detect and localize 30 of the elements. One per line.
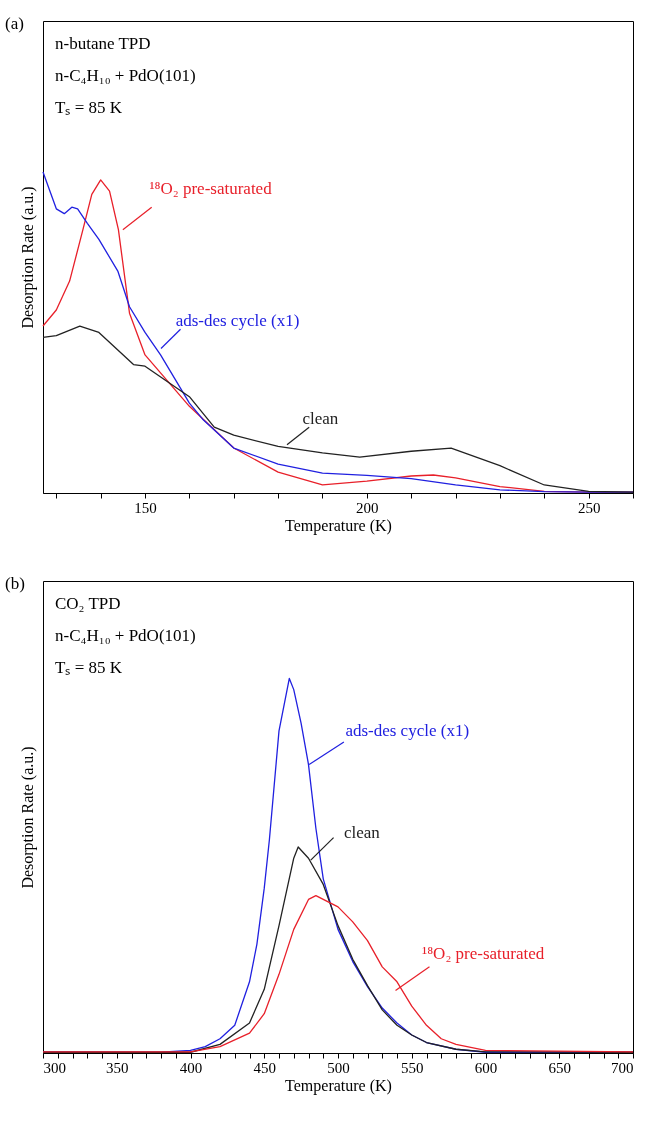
series-label: clean: [302, 408, 339, 428]
x-tick-label: 650: [548, 1059, 571, 1076]
text: clean: [343, 822, 381, 842]
x-tick-label: 550: [401, 1059, 424, 1076]
x-tick-label: 200: [356, 499, 379, 516]
series-label: ¹⁸O₂ pre-saturated: [422, 944, 545, 964]
text: CO₂ TPD: [55, 594, 121, 613]
x-tick-label: 350: [106, 1059, 129, 1076]
y-axis-title: Desorption Rate (a.u.): [18, 186, 37, 329]
x-tick-label: 700: [611, 1059, 634, 1076]
text: ¹⁸O₂ pre-saturated: [149, 179, 273, 199]
x-tick-label: 500: [327, 1059, 350, 1076]
x-tick-label: 150: [134, 499, 157, 516]
text: ads-des cycle (x1): [345, 721, 470, 741]
text: n-butane TPD: [55, 34, 151, 53]
text: (b): [5, 574, 25, 593]
series-label: ads-des cycle (x1): [175, 311, 300, 331]
text: n-C₄H₁₀ + PdO(101): [55, 626, 196, 645]
x-tick-label: 250: [577, 499, 601, 516]
text: (a): [5, 14, 24, 33]
text: Tₛ = 85 K: [55, 98, 123, 117]
x-axis-title: Temperature (K): [285, 516, 392, 535]
text: n-C₄H₁₀ + PdO(101): [55, 66, 196, 85]
text: Tₛ = 85 K: [55, 658, 123, 677]
y-axis-title: Desorption Rate (a.u.): [18, 746, 37, 889]
x-tick-label: 300: [43, 1059, 66, 1076]
x-tick-label: 450: [253, 1059, 276, 1076]
x-tick-label: 400: [179, 1059, 203, 1076]
x-axis-title: Temperature (K): [285, 1076, 392, 1095]
x-tick-label: 600: [474, 1059, 498, 1076]
